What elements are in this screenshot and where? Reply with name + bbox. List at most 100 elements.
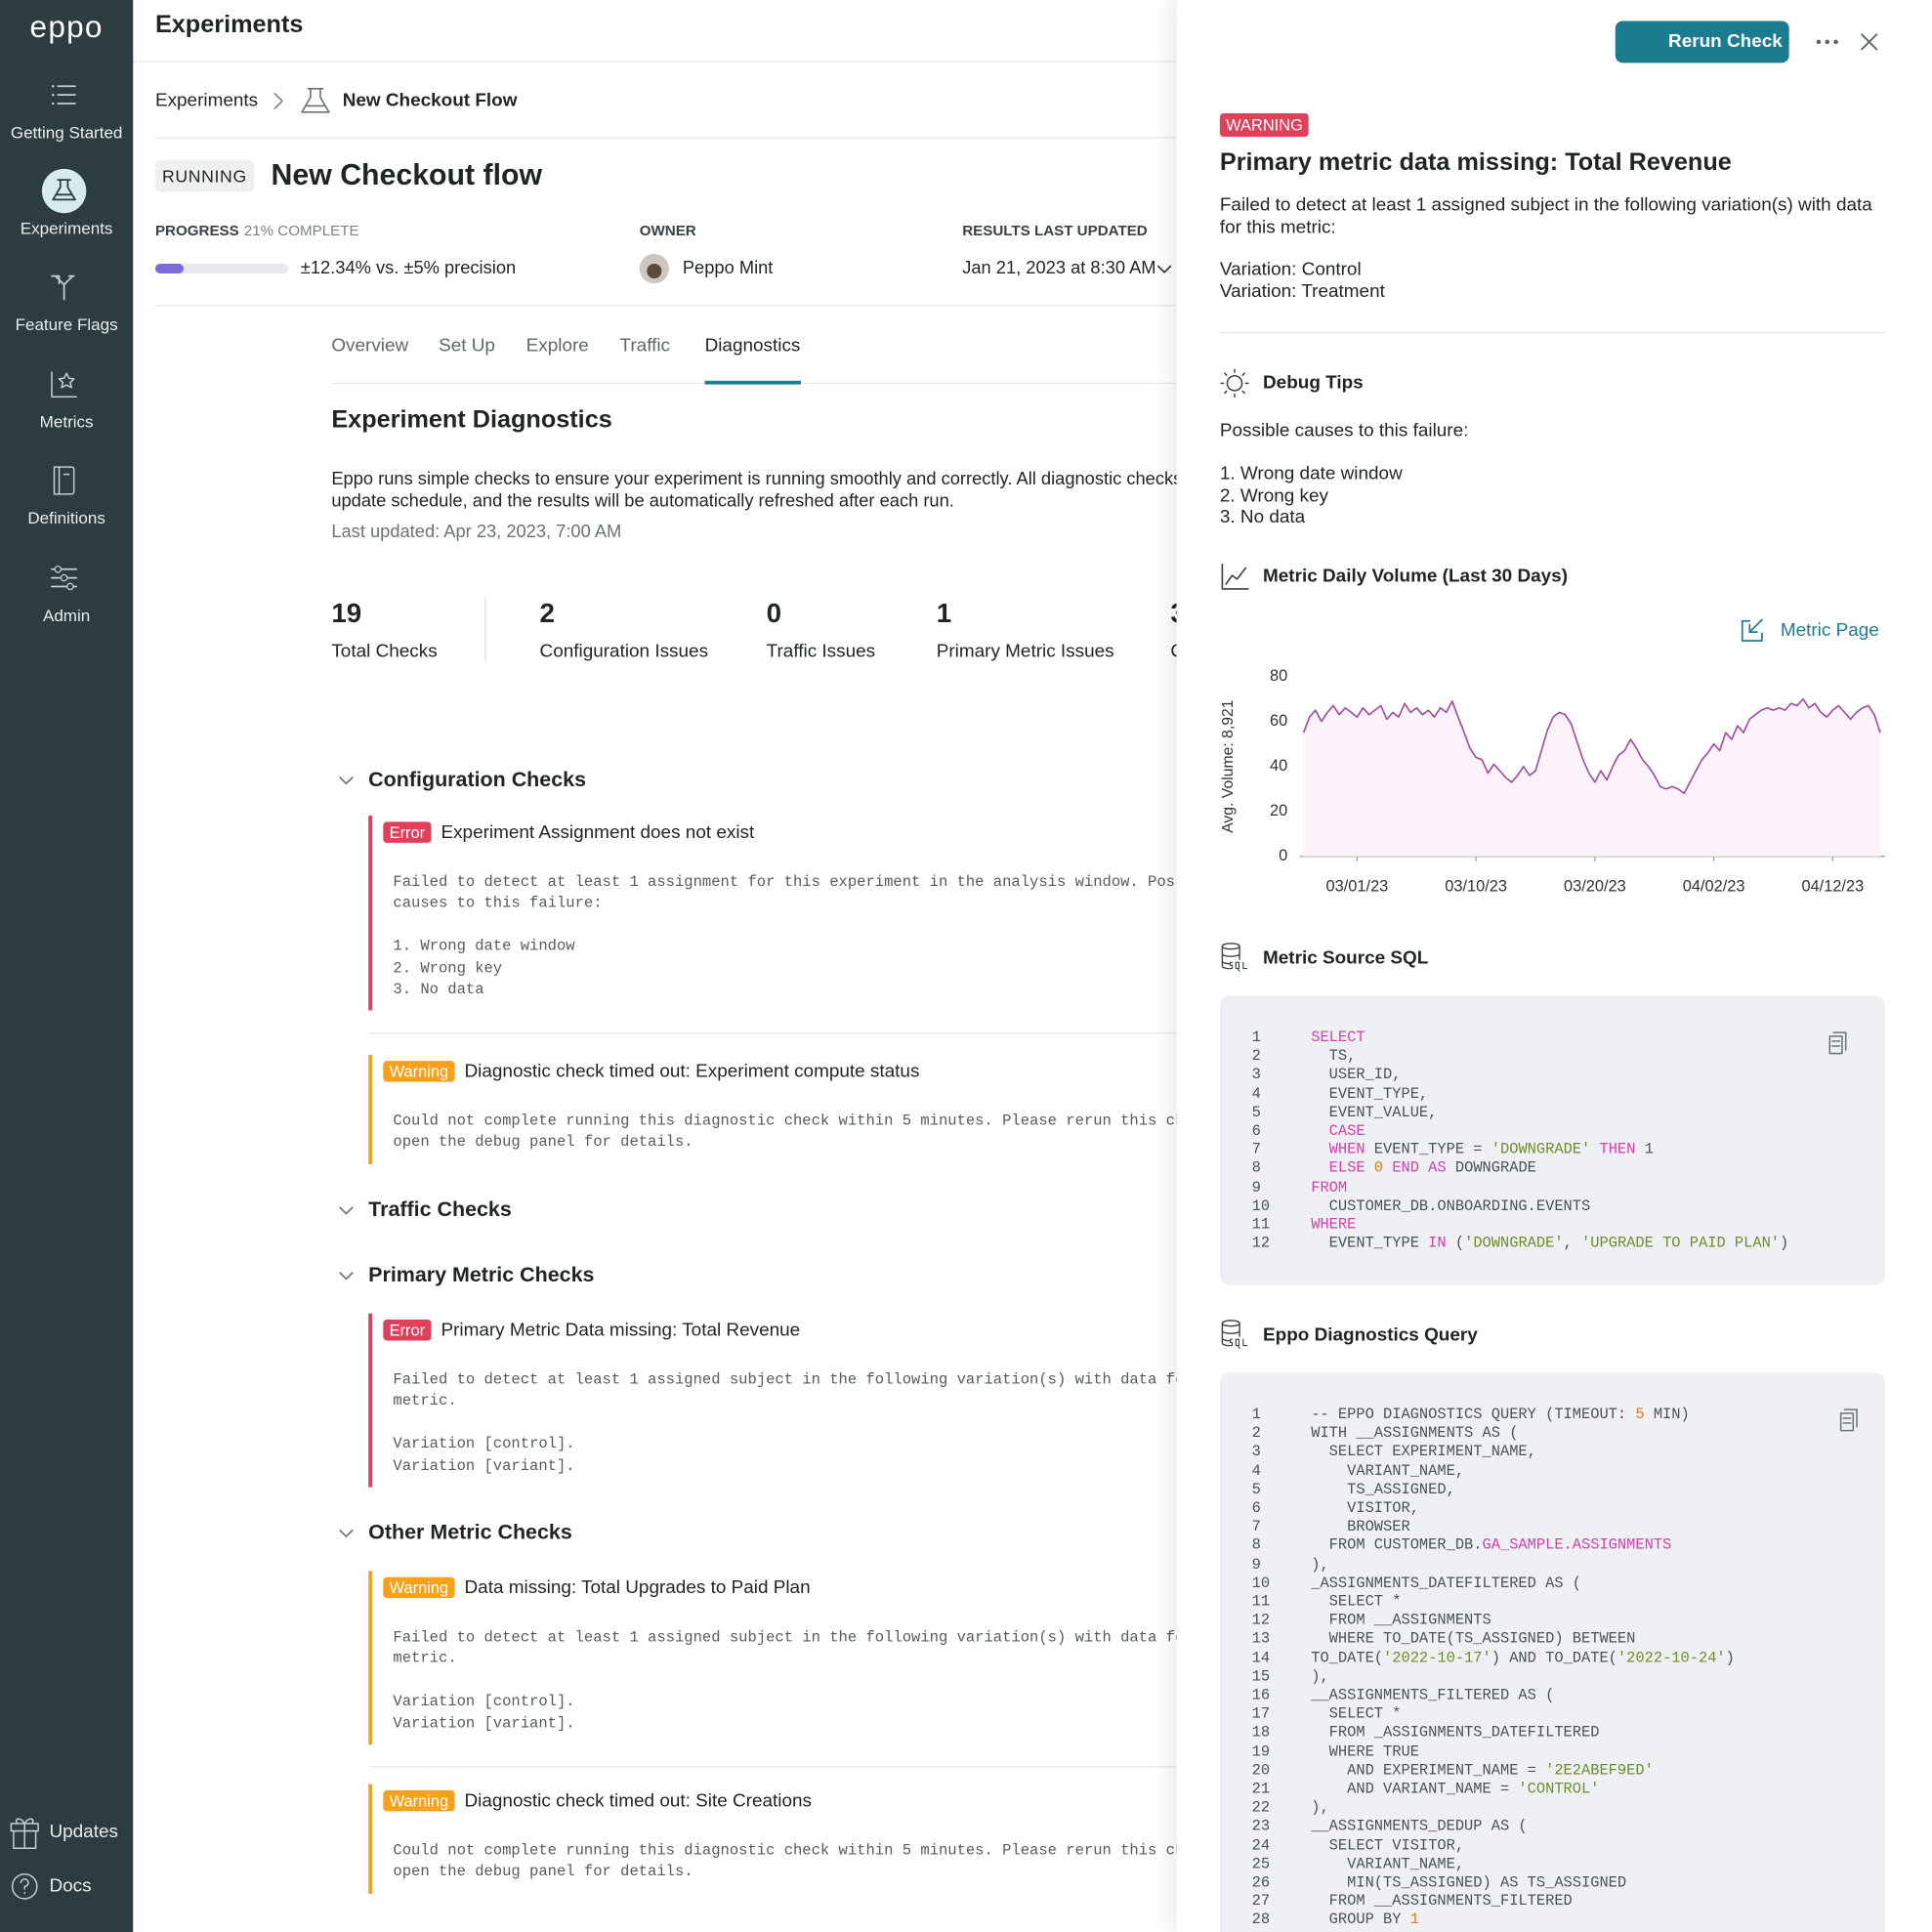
- code-token: TS,: [1311, 1047, 1357, 1066]
- footer-link[interactable]: Docs: [49, 1874, 92, 1897]
- nav-item[interactable]: Feature Flags: [15, 315, 118, 334]
- check-header: Error Experiment Assignment does not exis…: [383, 821, 755, 843]
- check-body: 3. No data: [393, 981, 484, 998]
- line-number: 8: [1251, 1159, 1261, 1178]
- tab-underline: [704, 380, 801, 385]
- code-line: ),: [1311, 1795, 1328, 1820]
- code-line: FROM: [1311, 1175, 1347, 1199]
- level-badge: Error: [383, 1320, 432, 1341]
- check-border: [368, 1054, 372, 1164]
- sql-icon: [1230, 961, 1248, 972]
- experiment-name: New Checkout flow: [271, 158, 543, 192]
- progress-fill: [154, 263, 184, 274]
- nav-item[interactable]: Definitions: [27, 508, 105, 527]
- link-icon: [1741, 618, 1763, 642]
- y-axis-label: Avg. Volume: 8,921: [1220, 699, 1237, 832]
- cause: 1. Wrong date window: [1219, 463, 1403, 484]
- code-block: [1219, 1372, 1886, 1932]
- code-token: SELECT *: [1311, 1593, 1402, 1611]
- code-line: -- EPPO DIAGNOSTICS QUERY (TIMEOUT: 5 MI…: [1311, 1403, 1690, 1427]
- code-token: 1: [1409, 1911, 1419, 1929]
- field-label: OWNER: [639, 222, 696, 239]
- line: [1302, 697, 1881, 795]
- check-body: causes to this failure:: [393, 895, 603, 912]
- x-tick-label: 03/20/23: [1564, 878, 1626, 896]
- level-badge: Warning: [383, 1061, 455, 1082]
- code-line: GROUP BY 1: [1311, 1908, 1419, 1932]
- code-line: TS,: [1311, 1044, 1357, 1069]
- line-number: 12: [1251, 1235, 1271, 1252]
- nav-item[interactable]: Admin: [42, 606, 91, 625]
- code-token: CUSTOMER_DB.ONBOARDING.EVENTS: [1311, 1197, 1591, 1215]
- check-body: metric.: [393, 1650, 457, 1668]
- tab[interactable]: Diagnostics: [704, 335, 801, 357]
- metric-link[interactable]: Metric Page: [1780, 619, 1879, 641]
- check-body: Could not complete running this diagnost…: [393, 1841, 1177, 1860]
- page-title: Experiments: [154, 11, 304, 39]
- check-header: Warning Diagnostic check timed out: Site …: [383, 1789, 812, 1812]
- section-heading: Experiment Diagnostics: [331, 406, 612, 435]
- nav-item[interactable]: Metrics: [39, 412, 94, 432]
- sidebar-icons: [10, 85, 87, 1900]
- check-body: Variation [variant].: [393, 1456, 575, 1475]
- line-number: 12: [1251, 1612, 1271, 1629]
- tab[interactable]: Traffic: [619, 335, 671, 357]
- code-line: VARIANT_NAME,: [1311, 1852, 1464, 1876]
- code-token: FROM: [1311, 1178, 1348, 1197]
- panel-description: Failed to detect at least 1 assigned sub…: [1219, 194, 1872, 238]
- line-number: 20: [1251, 1761, 1271, 1780]
- nav-item[interactable]: Getting Started: [10, 123, 123, 143]
- code-token: '2022-10-24': [1617, 1649, 1726, 1667]
- line-number: 25: [1251, 1855, 1271, 1873]
- code-token: (: [1446, 1235, 1465, 1252]
- copy-icon: [1828, 1031, 1847, 1055]
- tab[interactable]: Explore: [525, 335, 589, 357]
- section-title[interactable]: Traffic Checks: [368, 1197, 512, 1222]
- code-token: 'DOWNGRADE': [1464, 1235, 1564, 1252]
- breadcrumb-chevron: [273, 93, 283, 109]
- tab[interactable]: Overview: [331, 335, 409, 357]
- line-number: 23: [1251, 1818, 1271, 1835]
- section-title[interactable]: Other Metric Checks: [368, 1520, 572, 1544]
- stat-label: Total Checks: [331, 640, 438, 662]
- y-tick-label: 80: [1270, 667, 1287, 685]
- check-body: Variation [control].: [393, 1435, 575, 1453]
- code-token: EVENT_TYPE: [1311, 1235, 1429, 1252]
- check-body: 1. Wrong date window: [393, 938, 575, 955]
- rerun-label[interactable]: Rerun Check: [1668, 30, 1783, 52]
- code-line: AND VARIANT_NAME = 'CONTROL': [1311, 1777, 1599, 1801]
- updated-value[interactable]: Jan 21, 2023 at 8:30 AM: [962, 258, 1156, 279]
- footer-link[interactable]: Updates: [49, 1821, 118, 1842]
- code-line: WHERE TO_DATE(TS_ASSIGNED) BETWEEN: [1311, 1627, 1636, 1652]
- debug-icon: [1220, 368, 1249, 398]
- stat-value: 1: [936, 597, 952, 629]
- check-border: [368, 1313, 372, 1488]
- nav-item[interactable]: Experiments: [20, 219, 113, 238]
- x-tick-label: 03/01/23: [1326, 878, 1389, 896]
- code-token: EVENT_VALUE,: [1311, 1104, 1438, 1121]
- code-token: TS_ASSIGNED,: [1311, 1481, 1455, 1498]
- y-tick-label: 20: [1270, 802, 1287, 819]
- breadcrumb-link[interactable]: Experiments: [154, 90, 259, 111]
- line-number: 15: [1251, 1667, 1271, 1686]
- code-token: VISITOR,: [1311, 1499, 1419, 1517]
- section-title[interactable]: Primary Metric Checks: [368, 1263, 595, 1286]
- tab[interactable]: Set Up: [439, 335, 495, 357]
- check-title: Diagnostic check timed out: Site Creatio…: [464, 1789, 812, 1812]
- code-token: SELECT: [1311, 1029, 1365, 1046]
- line-number: 7: [1251, 1141, 1261, 1159]
- sidebar: eppo Getting Started Experiments Feature Fl…: [0, 0, 134, 1932]
- check-border: [368, 816, 372, 1011]
- check-header: Error Primary Metric Data missing: Total …: [383, 1320, 800, 1341]
- rerun-button[interactable]: [1615, 21, 1789, 63]
- code-token: WHERE: [1311, 1216, 1357, 1234]
- check-body: Failed to detect at least 1 assigned sub…: [393, 1371, 1177, 1389]
- check-title: Experiment Assignment does not exist: [441, 821, 755, 843]
- line-number: 10: [1251, 1574, 1271, 1592]
- code-token: MIN(TS_ASSIGNED) AS TS_ASSIGNED: [1311, 1873, 1627, 1892]
- check-title: Data missing: Total Upgrades to Paid Pla…: [464, 1576, 811, 1599]
- code-line: FROM CUSTOMER_DB.GA_SAMPLE.ASSIGNMENTS: [1311, 1533, 1672, 1558]
- section-title[interactable]: Configuration Checks: [368, 767, 586, 791]
- code-token: VARIANT_NAME,: [1311, 1461, 1465, 1480]
